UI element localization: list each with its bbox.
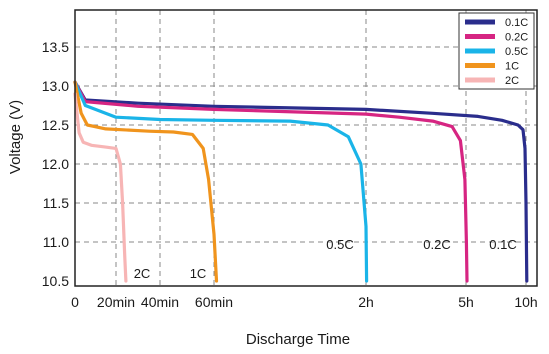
series-line-1C [73, 80, 219, 283]
y-axis-ticks: 10.5 11.0 11.5 12.0 12.5 13.0 13.5 [42, 39, 69, 289]
y-tick-label: 11.0 [43, 234, 69, 250]
legend: 0.1C 0.2C 0.5C 1C 2C [458, 12, 535, 90]
x-tick-label: 0 [71, 294, 79, 310]
x-tick-label: 40min [141, 294, 179, 310]
series-line-0.5C [73, 80, 369, 283]
series-line-0.1C [73, 80, 529, 283]
x-axis-ticks: 0 20min 40min 60min 2h 5h 10h [71, 294, 538, 310]
series-line-0.2C [73, 80, 469, 283]
series-layer [73, 80, 529, 283]
y-tick-label: 10.5 [42, 273, 69, 289]
legend-label: 1C [505, 61, 519, 73]
legend-label: 0.1C [505, 17, 528, 29]
plot-frame [74, 9, 538, 287]
annotation-2C: 2C [134, 266, 151, 281]
annotation-1C: 1C [190, 266, 207, 281]
x-axis-title: Discharge Time [246, 331, 350, 348]
x-tick-label: 2h [358, 294, 374, 310]
y-tick-label: 13.0 [42, 78, 69, 94]
y-tick-label: 11.5 [43, 195, 69, 211]
legend-label: 0.5C [505, 46, 528, 58]
grid [75, 10, 537, 286]
y-tick-label: 12.0 [42, 156, 69, 172]
y-tick-label: 12.5 [42, 117, 69, 133]
y-axis-title: Voltage (V) [7, 100, 24, 174]
series-line-2C [73, 92, 128, 283]
curve-annotations: 0.1C 0.2C 0.5C 1C 2C [134, 237, 517, 281]
x-tick-label: 20min [97, 294, 135, 310]
legend-label: 0.2C [505, 32, 528, 44]
y-tick-label: 13.5 [42, 39, 69, 55]
x-tick-label: 60min [195, 294, 233, 310]
x-tick-label: 5h [458, 294, 474, 310]
legend-label: 2C [505, 75, 519, 87]
annotation-0.1C: 0.1C [489, 237, 516, 252]
annotation-0.2C: 0.2C [423, 237, 450, 252]
annotation-0.5C: 0.5C [326, 237, 353, 252]
x-tick-label: 10h [514, 294, 537, 310]
